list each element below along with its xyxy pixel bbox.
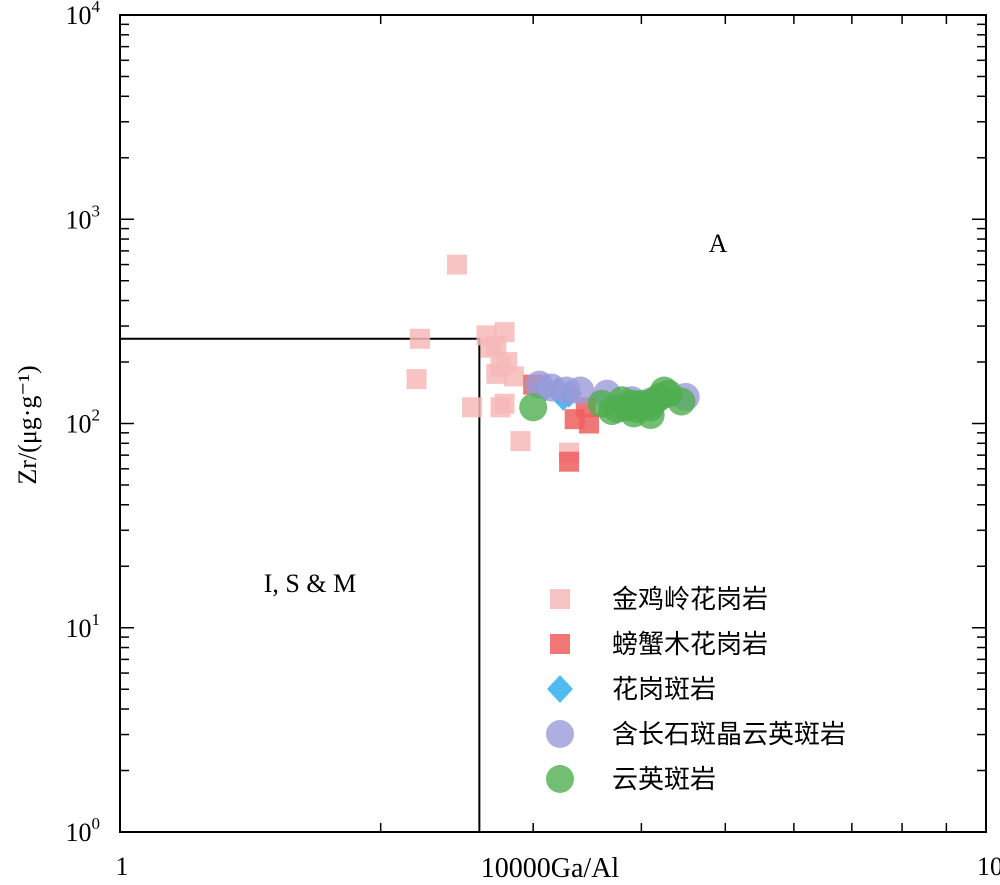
legend-label: 螃蟹木花岗岩: [612, 630, 768, 660]
data-point: [503, 366, 524, 387]
legend-label: 含长石斑晶云英斑岩: [612, 720, 846, 750]
y-tick-label: 103: [66, 201, 101, 234]
y-tick-labels: 100 101 102 103 104: [66, 0, 101, 847]
legend-marker: [550, 589, 570, 609]
data-point: [579, 413, 600, 434]
legend-marker: [550, 634, 570, 654]
data-point: [447, 254, 468, 275]
data-point: [559, 451, 580, 472]
legend-marker: [547, 675, 573, 703]
data-point: [566, 376, 595, 405]
x-axis-label: 10000Ga/Al: [481, 853, 620, 884]
legend-label: 花岗斑岩: [612, 675, 716, 705]
data-point: [636, 401, 665, 430]
data-point: [462, 397, 483, 418]
y-axis-ticks: [120, 23, 986, 833]
x-tick-label-1: 1: [116, 852, 129, 881]
y-axis-label: Zr/(μg·g⁻¹): [13, 365, 42, 484]
data-point: [409, 328, 430, 349]
field-label-a: A: [709, 229, 728, 258]
legend-marker: [546, 765, 574, 793]
grid-frame: [119, 14, 987, 833]
x-axis-ticks: [119, 15, 987, 832]
field-label-ism: I, S & M: [264, 569, 356, 598]
data-point: [494, 393, 515, 414]
y-tick-label: 102: [66, 406, 101, 439]
data-point: [406, 369, 427, 390]
data-points: [406, 254, 700, 472]
data-point: [494, 322, 515, 343]
y-tick-label: 101: [66, 610, 101, 643]
y-tick-label: 100: [66, 814, 101, 847]
y-tick-label: 104: [66, 0, 101, 30]
x-tick-label-10: 10: [977, 852, 1000, 881]
legend-label: 云英斑岩: [612, 765, 716, 795]
data-point: [510, 431, 531, 452]
legend-marker: [546, 720, 574, 748]
data-point: [667, 387, 696, 416]
data-point: [519, 393, 548, 422]
plot-frame: [119, 14, 987, 833]
legend-label: 金鸡岭花岗岩: [612, 585, 768, 615]
